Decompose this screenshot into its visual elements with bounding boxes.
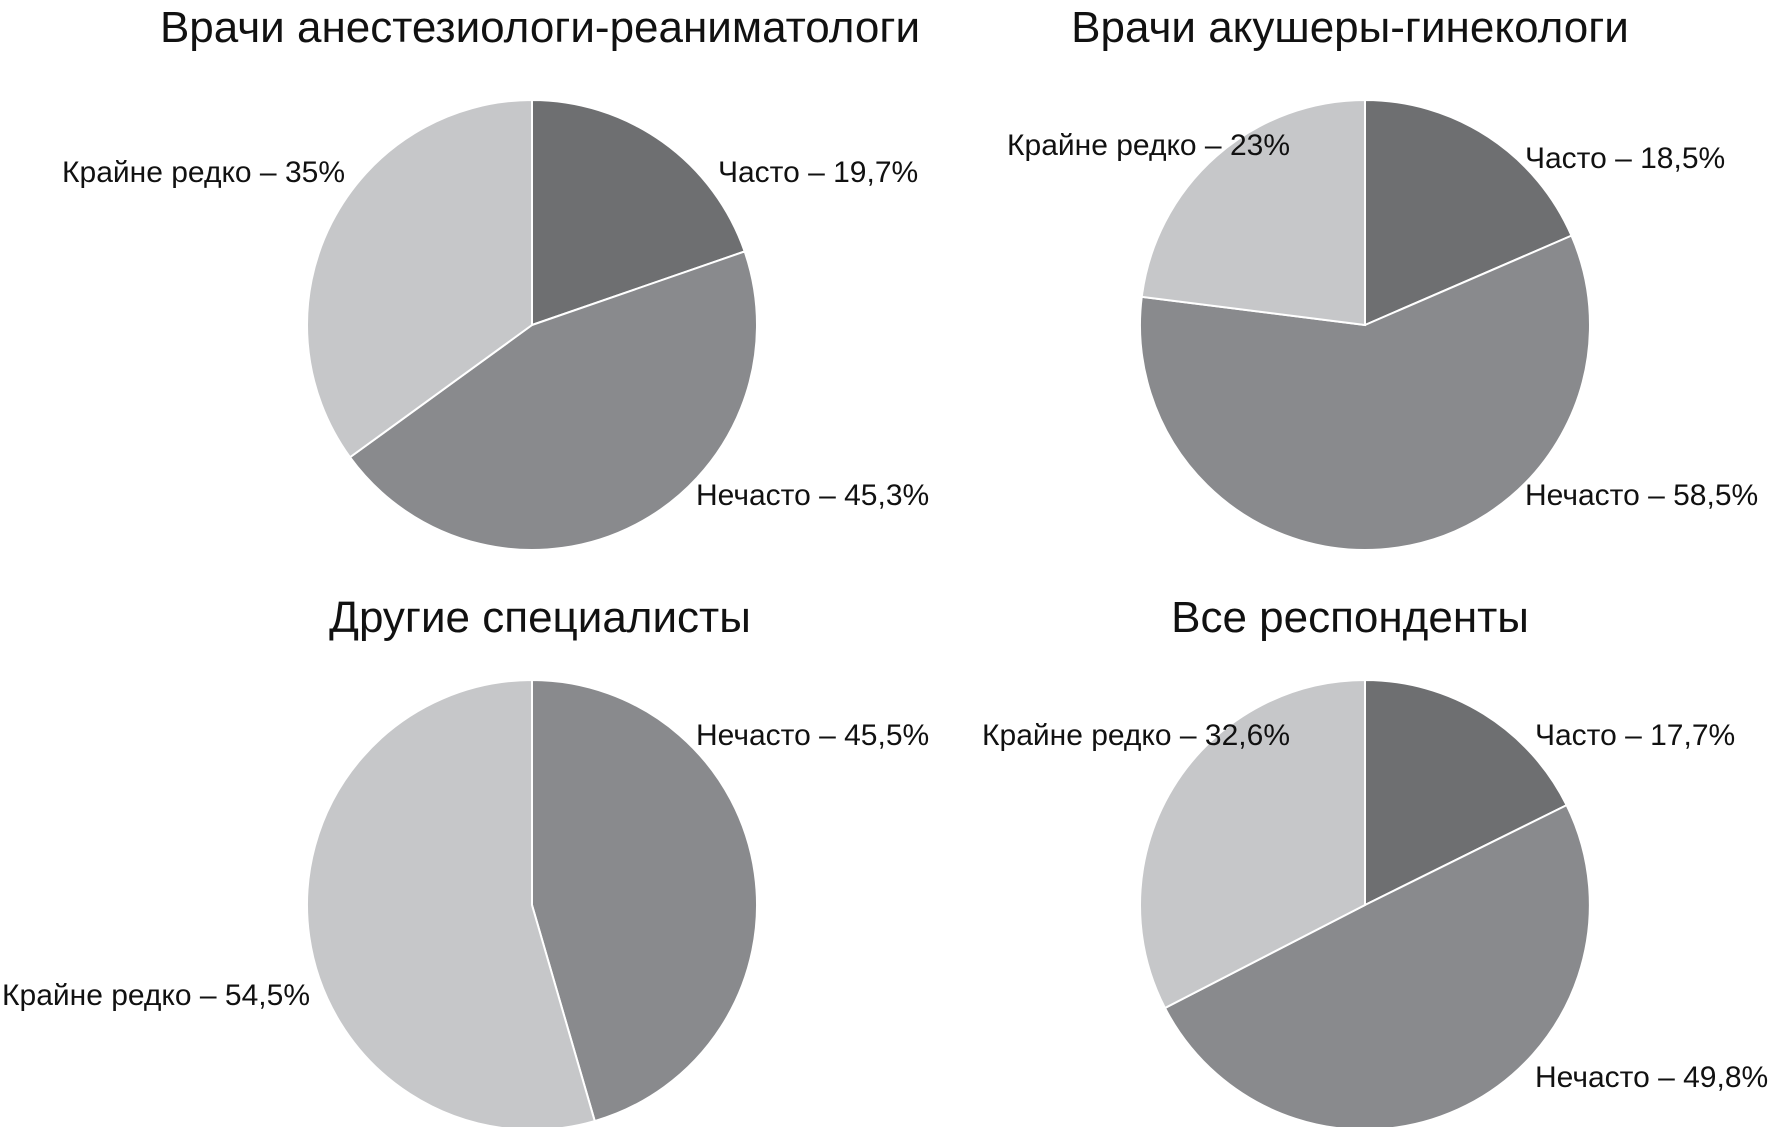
slice-label-very-rarely: Крайне редко – 54,5% — [2, 979, 310, 1012]
pie-slices — [306, 98, 758, 551]
slice-label-often: Часто – 18,5% — [1525, 142, 1725, 175]
pie-slice — [1163, 803, 1591, 1127]
pie-slice — [1139, 234, 1591, 551]
pie-chart-all-respondents: Все респонденты Часто – 17,7% Нечасто – … — [982, 593, 1768, 1127]
chart-title: Врачи акушеры-гинекологи — [1071, 3, 1629, 52]
slice-label-very-rarely: Крайне редко – 23% — [1007, 129, 1290, 162]
pie-slices — [306, 678, 758, 1127]
pie-slice — [1364, 98, 1573, 327]
pie-slice — [348, 250, 758, 551]
slice-label-very-rarely: Крайне редко – 32,6% — [982, 719, 1290, 752]
slice-label-very-rarely: Крайне редко – 35% — [62, 156, 345, 189]
pie-slice — [531, 678, 758, 1123]
pie-slice — [306, 98, 533, 459]
slice-label-not-often: Нечасто – 49,8% — [1535, 1061, 1768, 1094]
slice-label-not-often: Нечасто – 45,5% — [696, 719, 929, 752]
pie-slices — [1139, 98, 1591, 551]
slice-label-often: Часто – 19,7% — [718, 156, 918, 189]
pie-chart-anesthesiologists: Врачи анестезиологи-реаниматологи Часто … — [62, 3, 929, 551]
pie-slices — [1139, 678, 1591, 1127]
chart-title: Врачи анестезиологи-реаниматологи — [160, 3, 920, 52]
slice-label-not-often: Нечасто – 45,3% — [696, 479, 929, 512]
pie-slice — [531, 98, 746, 327]
pie-chart-obstetricians: Врачи акушеры-гинекологи Часто – 18,5% Н… — [1007, 3, 1758, 551]
pie-slice — [306, 678, 597, 1127]
pie-slice — [1139, 678, 1366, 1010]
pie-chart-other-specialists: Другие специалисты Нечасто – 45,5% Крайн… — [2, 593, 929, 1127]
slice-label-often: Часто – 17,7% — [1535, 719, 1735, 752]
chart-title: Все респонденты — [1171, 593, 1529, 642]
chart-title: Другие специалисты — [329, 593, 751, 642]
slice-label-not-often: Нечасто – 58,5% — [1525, 479, 1758, 512]
pie-slice — [1364, 678, 1568, 907]
pie-slice — [1140, 98, 1366, 327]
